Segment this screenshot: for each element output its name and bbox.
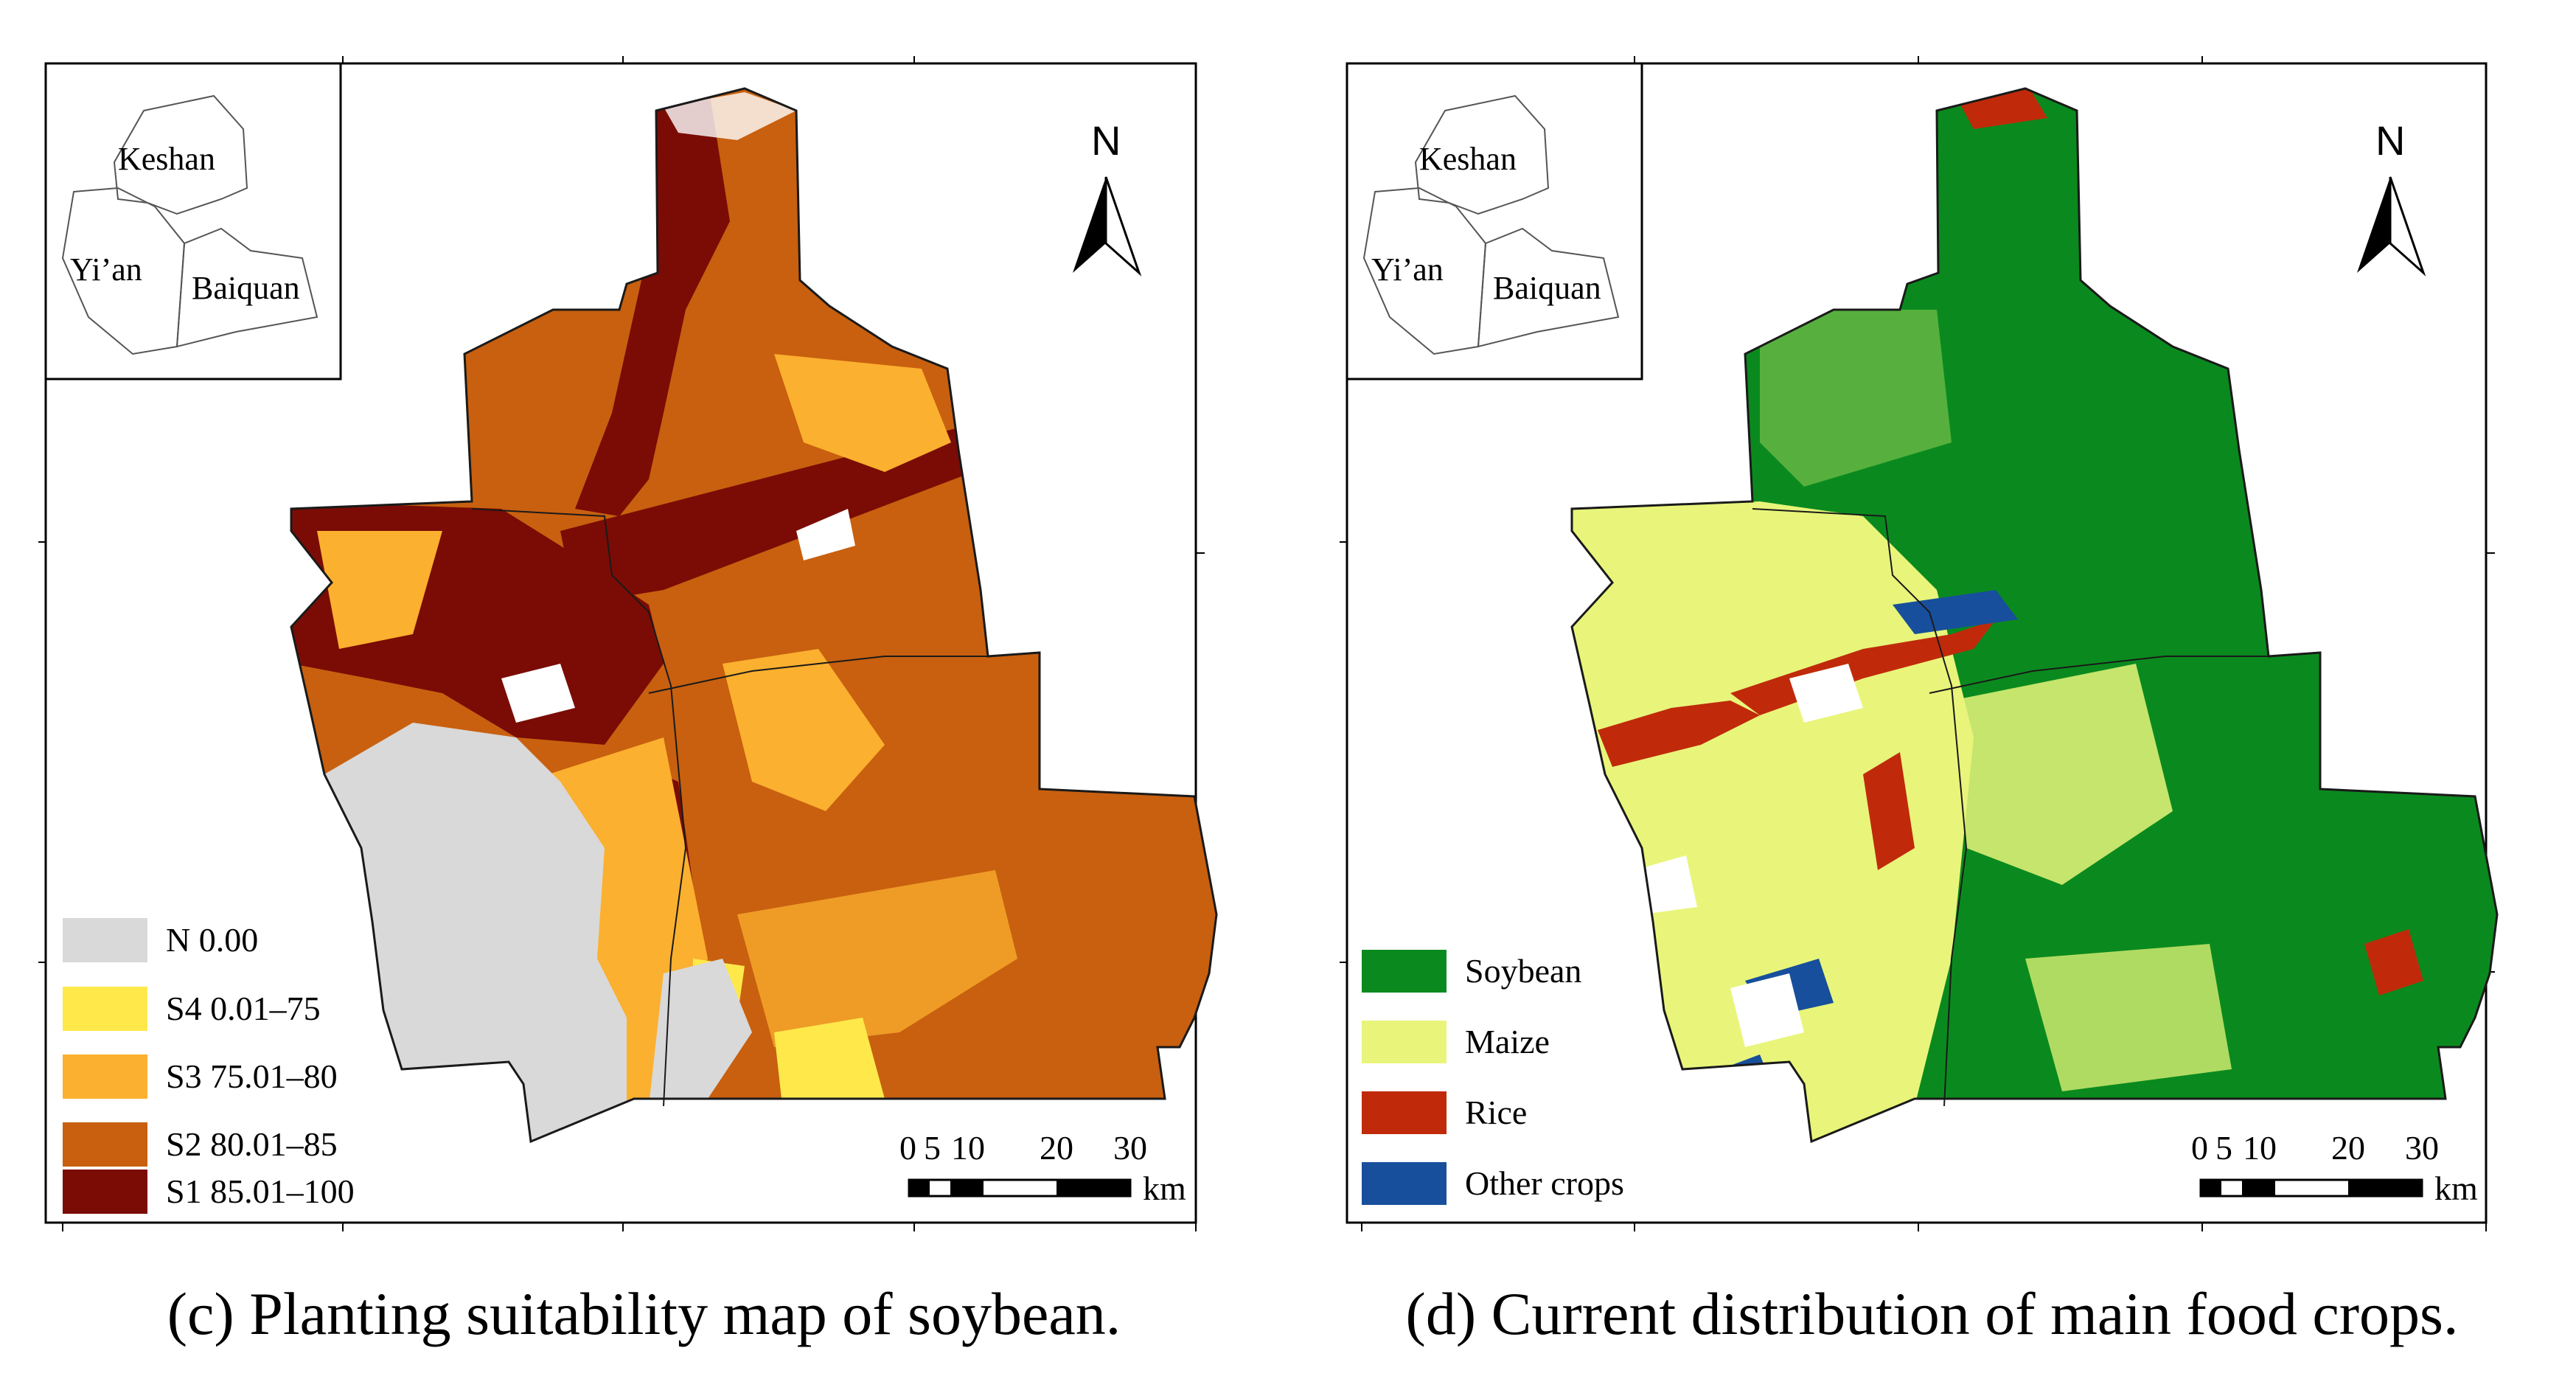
legend-swatch xyxy=(63,918,147,962)
figure-caption: (c) Planting suitability map of soybean. xyxy=(167,1280,1121,1347)
scale-tick-label: 0 xyxy=(899,1129,916,1167)
inset-label-baiquan: Baiquan xyxy=(192,270,300,306)
legend-swatches xyxy=(63,918,147,1214)
figure-caption: (d) Current distribution of main food cr… xyxy=(1405,1280,2459,1347)
legend-label: N 0.00 xyxy=(166,921,259,959)
crop-distribution-map xyxy=(1340,56,2499,1231)
scale-tick-label: 30 xyxy=(2405,1129,2439,1167)
county-boundary xyxy=(1752,508,1968,1107)
scale-tick-label: 5 xyxy=(2215,1129,2232,1167)
scale-unit: km xyxy=(1143,1170,1186,1207)
north-arrow-icon xyxy=(2357,176,2426,277)
inset-outline xyxy=(61,94,318,355)
scale-unit: km xyxy=(2434,1170,2478,1207)
inset-label-yian: Yi’an xyxy=(70,251,142,288)
scale-tick-label: 30 xyxy=(1113,1129,1147,1167)
scale-bar xyxy=(908,1178,1132,1198)
legend-swatch xyxy=(1362,1162,1447,1205)
legend-swatch xyxy=(63,1170,147,1214)
north-label: N xyxy=(2375,117,2406,164)
legend-swatch xyxy=(63,1054,147,1099)
legend-label: S2 80.01–85 xyxy=(166,1125,338,1163)
north-arrow-icon xyxy=(1073,176,1142,277)
scale-tick-label: 10 xyxy=(2243,1129,2277,1167)
legend-label: Maize xyxy=(1465,1023,1550,1060)
county-outline xyxy=(290,87,1218,1144)
legend-label: S3 75.01–80 xyxy=(166,1057,338,1095)
scale-tick-label: 20 xyxy=(2331,1129,2365,1167)
legend-swatch xyxy=(63,1122,147,1167)
legend-swatch xyxy=(1362,950,1447,993)
legend-label: S4 0.01–75 xyxy=(166,990,321,1027)
legend-label: Rice xyxy=(1465,1094,1528,1131)
inset-outline xyxy=(1362,94,1620,355)
county-boundary xyxy=(471,508,687,1107)
scale-tick-label: 0 xyxy=(2191,1129,2208,1167)
panel-suitability-map: Keshan Yi’an Baiquan N N 0.00 S4 0.01–75… xyxy=(38,56,1218,1347)
scale-tick-label: 10 xyxy=(951,1129,985,1167)
scale-tick-label: 5 xyxy=(924,1129,941,1167)
suitability-map xyxy=(38,56,1218,1231)
county-boundary xyxy=(1929,656,2269,694)
panel-crop-distribution-map: Keshan Yi’an Baiquan N Soybean Maize Ric… xyxy=(1288,0,2576,1376)
inset-locator-box xyxy=(1346,62,1643,381)
inset-label-yian: Yi’an xyxy=(1371,251,1444,288)
inset-label-keshan: Keshan xyxy=(1419,141,1517,177)
scale-tick-label: 20 xyxy=(1040,1129,1073,1167)
county-boundary xyxy=(648,656,988,694)
scale-bar xyxy=(2199,1178,2423,1198)
legend-label: S1 85.01–100 xyxy=(166,1172,355,1210)
legend-swatch xyxy=(63,987,147,1031)
legend-swatch xyxy=(1362,1021,1447,1063)
inset-label-keshan: Keshan xyxy=(118,141,215,177)
legend-swatches xyxy=(1362,950,1447,1205)
legend-swatch xyxy=(1362,1091,1447,1134)
legend-label: Other crops xyxy=(1465,1164,1624,1202)
inset-label-baiquan: Baiquan xyxy=(1493,270,1601,306)
frame-ticks xyxy=(38,56,1205,1231)
inset-locator-box xyxy=(44,62,342,381)
legend-label: Soybean xyxy=(1465,952,1582,990)
north-label: N xyxy=(1091,117,1121,164)
county-outline xyxy=(1570,87,2499,1144)
